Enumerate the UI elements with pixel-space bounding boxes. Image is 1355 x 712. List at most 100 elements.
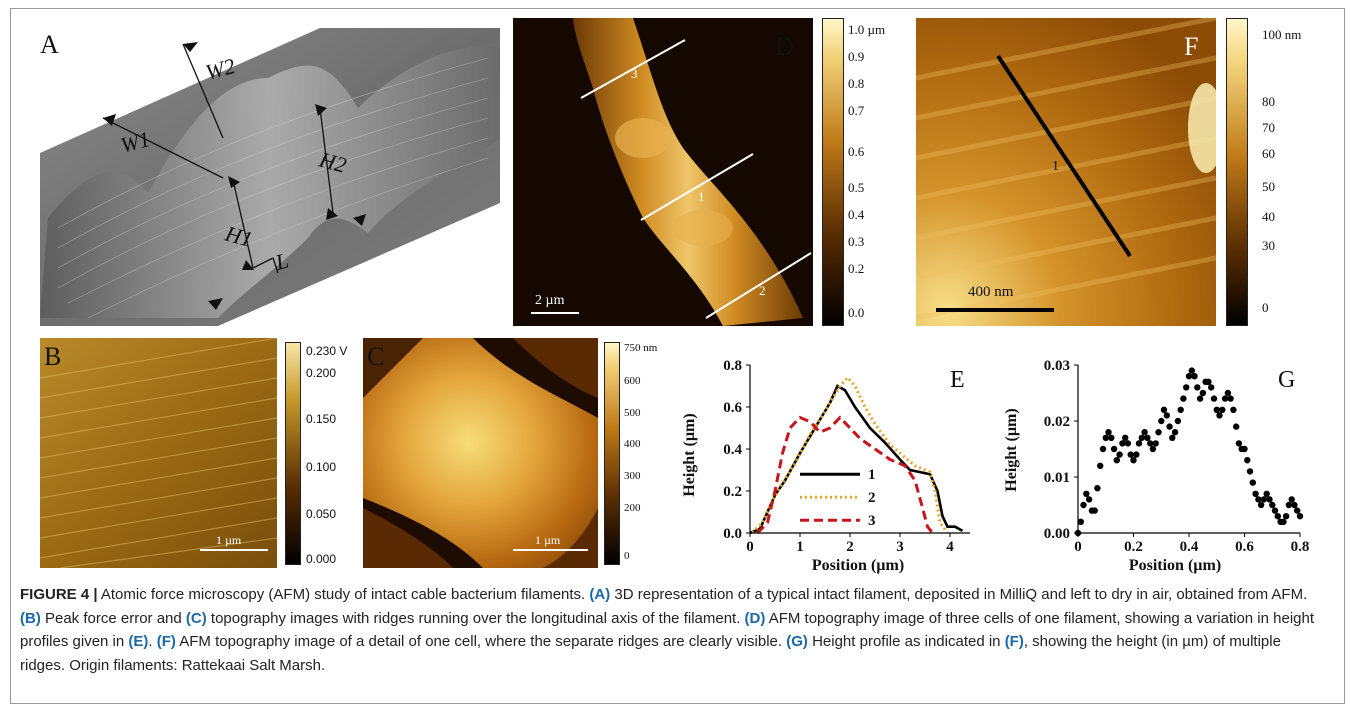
chart-g-point bbox=[1091, 507, 1098, 514]
line-label-f1: 1 bbox=[1052, 159, 1059, 174]
chart-g: 0 0.2 0.4 0.6 0.8 0.00 0.01 0.02 0.03 G Position… bbox=[1003, 358, 1309, 574]
chart-g-point bbox=[1294, 507, 1301, 514]
chart-e-x-tick-label: 2 bbox=[846, 539, 854, 555]
chart-e-legend-label: 3 bbox=[868, 513, 876, 529]
chart-g-point bbox=[1180, 395, 1187, 402]
chart-g-point bbox=[1113, 457, 1120, 464]
cbar-d-tick: 0.0 bbox=[848, 305, 865, 320]
cbar-c-tick: 200 bbox=[624, 502, 641, 514]
chart-g-point bbox=[1135, 440, 1143, 447]
chart-g-point bbox=[1230, 406, 1237, 413]
chart-g-x-tick-label: 0 bbox=[1074, 539, 1082, 555]
chart-g-point bbox=[1147, 440, 1154, 447]
chart-g-point bbox=[1110, 445, 1118, 453]
chart-g-x-tick-label: 0.6 bbox=[1235, 539, 1254, 555]
chart-g-point bbox=[1246, 468, 1254, 475]
chart-e: 0 1 2 3 40.00.20.40.60.8 123 E Position (µm)… bbox=[681, 358, 970, 574]
chart-g-x-tick-label: 0.4 bbox=[1180, 539, 1199, 555]
chart-g-point bbox=[1169, 434, 1176, 441]
chart-g-point bbox=[1288, 496, 1295, 503]
colorbar-c bbox=[604, 342, 620, 565]
chart-g-point bbox=[1241, 445, 1248, 453]
panel-a: W2 W1 H1 H2 L A bbox=[28, 18, 503, 326]
cbar-d-tick: 0.2 bbox=[848, 261, 865, 276]
panel-label-d: D bbox=[775, 32, 794, 61]
chart-g-point bbox=[1194, 384, 1201, 391]
cbar-c-tick: 600 bbox=[624, 375, 641, 387]
cbar-b-tick: 0.000 bbox=[306, 552, 337, 566]
cbar-f-tick: 80 bbox=[1262, 94, 1275, 109]
cbar-f-tick: 100 nm bbox=[1262, 27, 1302, 42]
panel-g: 0 0.2 0.4 0.6 0.8 0.00 0.01 0.02 0.03 G Position… bbox=[1000, 335, 1330, 575]
chart-g-point bbox=[1174, 417, 1182, 425]
caption-intro: Atomic force microscopy (AFM) study of i… bbox=[97, 586, 590, 603]
chart-g-point bbox=[1141, 429, 1148, 436]
colorbar-f bbox=[1226, 18, 1248, 326]
chart-g-point bbox=[1185, 373, 1193, 380]
chart-g-point bbox=[1257, 501, 1265, 509]
profile-line-f bbox=[996, 54, 1132, 258]
caption-label-b: (B) bbox=[20, 609, 41, 627]
caption-label-f: (F) bbox=[1004, 633, 1024, 650]
cbar-c-tick: 400 bbox=[624, 438, 641, 450]
cbar-d-tick: 0.9 bbox=[848, 49, 865, 64]
cbar-d-tick: 1.0 µm bbox=[848, 22, 886, 37]
chart-e-ylabel: Height (µm) bbox=[681, 413, 698, 496]
chart-e-y-tick-label: 0.4 bbox=[723, 442, 742, 458]
panel-label-g: G bbox=[1278, 367, 1295, 393]
chart-g-x-tick-label: 0.2 bbox=[1124, 539, 1143, 555]
chart-g-point bbox=[1119, 440, 1126, 447]
chart-g-point bbox=[1216, 412, 1223, 419]
panel-b-image: 1 µm bbox=[39, 337, 278, 569]
chart-g-point bbox=[1138, 434, 1145, 441]
chart-g-point bbox=[1210, 395, 1218, 402]
chart-e-legend-label: 2 bbox=[868, 490, 876, 506]
chart-g-point bbox=[1280, 518, 1287, 525]
cbar-d-tick: 0.8 bbox=[848, 76, 865, 91]
chart-g-point bbox=[1274, 513, 1281, 520]
caption-label-c: (C) bbox=[185, 609, 207, 627]
chart-g-point bbox=[1152, 440, 1159, 447]
chart-g-point bbox=[1263, 490, 1270, 497]
cbar-c-tick: 300 bbox=[624, 470, 641, 482]
chart-g-xlabel: Position (µm) bbox=[1129, 557, 1221, 574]
chart-g-point bbox=[1188, 367, 1195, 374]
chart-g-y-tick-label: 0.00 bbox=[1044, 526, 1070, 542]
cbar-f-tick: 40 bbox=[1262, 209, 1275, 224]
cbar-f-tick: 70 bbox=[1262, 120, 1275, 135]
scalebar-c-label: 1 µm bbox=[535, 533, 561, 547]
chart-e-series-1 bbox=[749, 384, 964, 535]
cbar-b-tick: 0.100 bbox=[306, 460, 337, 474]
chart-g-point bbox=[1116, 451, 1123, 458]
chart-e-x-tick-label: 0 bbox=[746, 539, 754, 555]
chart-g-point bbox=[1094, 485, 1101, 492]
cbar-b-tick: 0.050 bbox=[306, 507, 337, 521]
chart-g-point bbox=[1144, 434, 1151, 441]
caption-label-d: (D) bbox=[744, 609, 766, 627]
figure-frame bbox=[10, 8, 1345, 704]
chart-g-point bbox=[1158, 417, 1165, 425]
chart-e-y-tick-label: 0.0 bbox=[723, 526, 742, 542]
chart-g-point bbox=[1285, 501, 1293, 509]
cbar-d-tick: 0.5 bbox=[848, 180, 865, 195]
cbar-f-tick: 0 bbox=[1262, 300, 1269, 315]
chart-g-point bbox=[1080, 501, 1087, 509]
chart-g-point bbox=[1255, 496, 1262, 503]
cbar-d-tick: 0.4 bbox=[848, 207, 865, 222]
chart-g-point bbox=[1249, 479, 1256, 486]
cbar-b-tick: 0.200 bbox=[306, 366, 337, 380]
panel-label-e: E bbox=[950, 367, 965, 393]
chart-g-point bbox=[1099, 445, 1107, 453]
caption-label-f: (F) bbox=[156, 633, 176, 650]
chart-g-point bbox=[1252, 490, 1259, 497]
line-label-1: 1 bbox=[698, 189, 705, 204]
panel-label-a: A bbox=[40, 30, 59, 59]
chart-g-point bbox=[1227, 395, 1234, 402]
cbar-f-tick: 30 bbox=[1262, 238, 1275, 253]
chart-g-point bbox=[1183, 384, 1190, 391]
caption-text: . bbox=[148, 633, 157, 650]
caption-label-a: (A) bbox=[589, 586, 611, 603]
chart-g-y-tick-label: 0.01 bbox=[1044, 470, 1070, 486]
chart-g-point bbox=[1127, 451, 1134, 458]
